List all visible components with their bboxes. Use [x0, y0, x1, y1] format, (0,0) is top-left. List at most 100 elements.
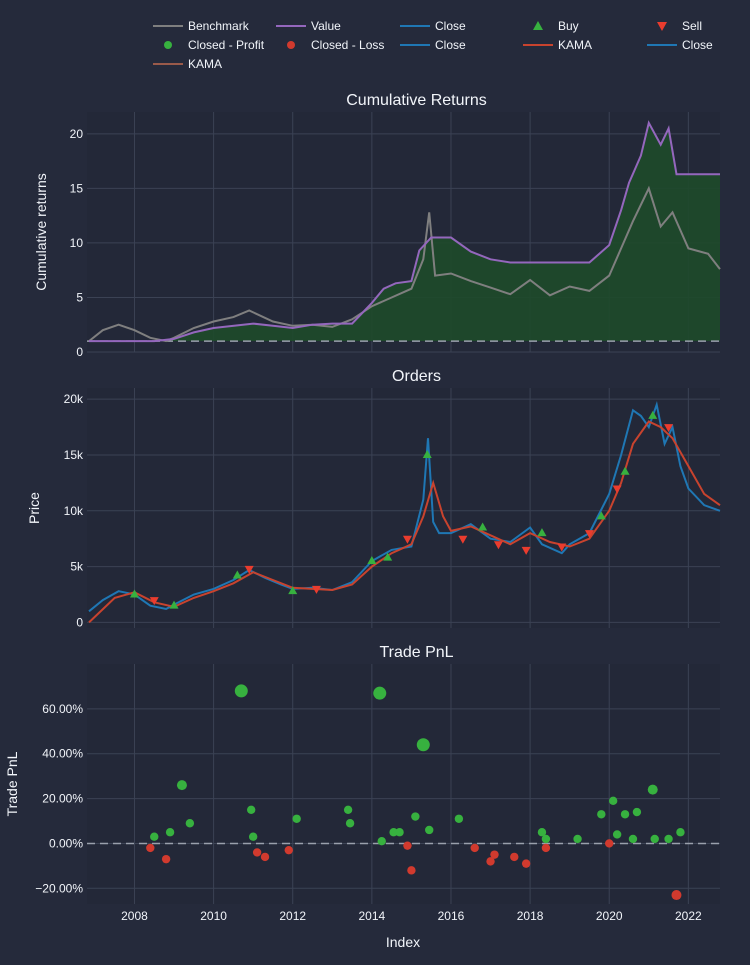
legend-item: Benchmark [153, 19, 250, 33]
profit-point [612, 830, 622, 839]
y-tick-label: 20k [64, 392, 84, 406]
profit-point [345, 819, 355, 828]
loss-point [521, 859, 531, 868]
profit-point [411, 812, 420, 821]
sell-marker [493, 541, 503, 550]
profit-point [389, 828, 398, 837]
y-tick-label: 0 [76, 615, 83, 629]
loss-point [407, 866, 416, 875]
y-tick-label: 15k [64, 448, 84, 462]
sell-marker [557, 543, 567, 552]
close-series-line [88, 400, 721, 613]
y-tick-label: 15 [70, 181, 84, 195]
profit-point [597, 810, 606, 819]
legend-swatch-dot [287, 41, 295, 49]
plot-area [87, 664, 720, 904]
panel-1: 0 5 10 15 20 Cumulative Returns Cumulative ret… [33, 92, 721, 359]
loss-point [284, 845, 293, 855]
y-tick-label: 5k [70, 560, 84, 574]
plot-area [87, 388, 720, 628]
y-axis-label: Price [26, 492, 42, 524]
loss-point [671, 890, 682, 901]
profit-point [541, 834, 551, 844]
x-tick-label: 2014 [358, 909, 385, 923]
value-series-line [89, 120, 720, 343]
x-tick-label: 2022 [675, 909, 702, 923]
benchmark-series-line [88, 185, 721, 343]
panel-3: −20.00% 0.00% 20.00% 40.00% 60.00% Trade PnL T… [4, 644, 720, 904]
panel-2: 0 5k 10k 15k 20k Orders Price [26, 368, 721, 629]
sell-marker [311, 585, 321, 594]
sell-marker [149, 597, 159, 606]
buy-marker [537, 528, 547, 537]
subplot-title: Cumulative Returns [346, 92, 487, 109]
y-tick-label: 0 [76, 345, 83, 359]
x-tick-label: 2008 [121, 909, 148, 923]
subplot-title: Trade PnL [379, 644, 453, 661]
buy-marker [288, 586, 298, 595]
profit-point [416, 738, 430, 752]
profit-point [632, 807, 642, 817]
x-tick-label: 2010 [200, 909, 227, 923]
buy-marker [367, 556, 377, 565]
loss-point [403, 841, 412, 850]
profit-point [676, 828, 685, 837]
profit-point [454, 814, 464, 823]
legend-label: Value [311, 19, 341, 33]
profit-point [234, 684, 248, 698]
loss-point [486, 857, 495, 866]
legend-label: Close [435, 38, 466, 52]
legend-label: KAMA [558, 38, 592, 52]
buy-marker [232, 570, 242, 579]
profit-point [537, 828, 547, 837]
x-tick-label: 2012 [279, 909, 306, 923]
sell-marker [664, 424, 674, 433]
y-tick-label: 10 [70, 236, 84, 250]
legend-swatch-triangle-down [657, 22, 667, 31]
legend-item: Closed - Loss [287, 38, 384, 52]
loss-point [260, 852, 270, 862]
legend-item: KAMA [523, 38, 592, 52]
plot-panels: 0 5 10 15 20 Cumulative Returns Cumulative ret… [4, 92, 721, 904]
legend-item: Sell [657, 19, 702, 33]
profit-point [248, 832, 258, 841]
profit-point [165, 828, 175, 837]
legend-label: Close [435, 19, 466, 33]
profit-point [185, 819, 195, 828]
buy-marker [422, 449, 432, 458]
profit-point [377, 836, 386, 846]
sell-marker [458, 535, 468, 544]
buy-marker [620, 466, 630, 475]
loss-point [541, 843, 551, 853]
legend-item: Close [647, 38, 713, 52]
legend-label: KAMA [188, 57, 222, 71]
profit-point [395, 828, 404, 837]
buy-marker [648, 410, 658, 419]
loss-point [161, 854, 171, 864]
profit-point [647, 784, 658, 795]
loss-point [146, 843, 155, 853]
loss-point [490, 850, 499, 859]
legend-swatch-triangle-up [533, 21, 543, 30]
loss-point [605, 839, 614, 848]
loss-point [510, 852, 519, 862]
buy-marker [129, 589, 139, 598]
legend-item: Close [400, 19, 466, 33]
sell-marker [584, 530, 594, 539]
profit-point [664, 834, 673, 844]
profit-point [373, 686, 387, 700]
legend-item: Buy [533, 19, 579, 33]
buy-marker [383, 552, 393, 561]
buy-marker [478, 522, 488, 531]
y-axis-label: Cumulative returns [33, 173, 49, 291]
legend: Benchmark Value Close Buy Sell Closed - Profi… [153, 19, 713, 71]
y-tick-label: 10k [64, 504, 84, 518]
legend-item: KAMA [153, 57, 222, 71]
legend-label: Closed - Loss [311, 38, 384, 52]
profit-point [292, 814, 301, 823]
profit-point [650, 834, 659, 844]
sell-marker [612, 485, 622, 494]
legend-label: Closed - Profit [188, 38, 265, 52]
profit-point [573, 834, 582, 844]
